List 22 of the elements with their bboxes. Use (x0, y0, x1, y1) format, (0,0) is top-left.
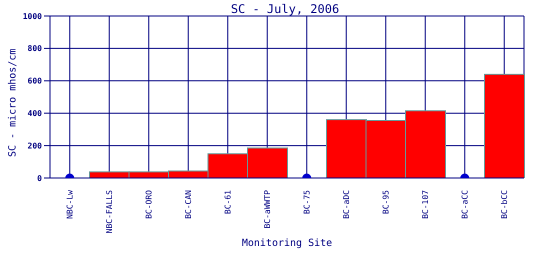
x-tick-label: BC-CAN (184, 190, 193, 219)
x-tick-label: BC-95 (381, 190, 390, 214)
y-tick-label: 0 (37, 174, 42, 183)
x-tick-label: BC-ORO (144, 190, 154, 219)
x-tick-label: BC-aDC (342, 190, 351, 219)
x-tick-label: NBC-Lw (65, 190, 74, 219)
x-tick-label: BC-61 (223, 190, 232, 214)
y-tick-label: 200 (28, 141, 42, 150)
bar (484, 74, 525, 178)
x-tick-label: BC-75 (302, 190, 312, 214)
x-axis-title: Monitoring Site (242, 238, 332, 249)
y-tick-label: 800 (28, 44, 42, 54)
chart-title: SC - July, 2006 (230, 2, 340, 16)
x-tick-label: BC-aWWTP (262, 190, 272, 229)
y-axis-title: SC - micro mhos/cm (8, 48, 19, 157)
y-tick-label: 600 (28, 76, 42, 86)
x-tick-label: BC-107 (420, 190, 430, 219)
y-tick-label: 1000 (22, 12, 42, 21)
y-tick-label: 400 (28, 109, 42, 118)
x-tick-label: BC-aCC (460, 190, 470, 219)
x-tick-label: NBC-FALLS (104, 190, 114, 234)
x-tick-label: BC-bCC (500, 190, 509, 219)
